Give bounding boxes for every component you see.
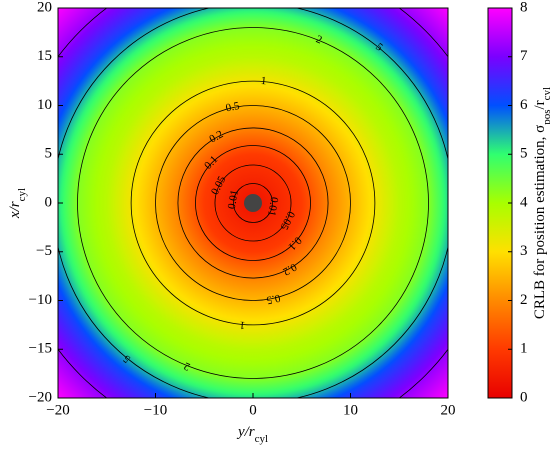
colorbar-tick-label: 3	[520, 243, 528, 259]
colorbar-tick-label: 7	[520, 48, 528, 64]
colorbar-label: CRLB for position estimation, σpos/rcyl	[532, 87, 550, 319]
colorbar-label-part: CRLB for position estimation, σ	[532, 125, 548, 319]
y-tick-label: −5	[36, 243, 52, 259]
y-tick-label: 15	[37, 48, 52, 64]
contour-label: 0.01	[265, 196, 280, 217]
center-marker	[244, 194, 262, 212]
x-tick-label: 20	[441, 402, 456, 418]
contour-label: 2	[314, 33, 324, 46]
x-axis-label-part: y/r	[236, 424, 255, 440]
colorbar-tick-label: 8	[520, 0, 528, 15]
x-axis-label-part: cyl	[255, 433, 268, 445]
colorbar-tick-label: 0	[520, 389, 528, 405]
x-tick-label: −20	[46, 402, 69, 418]
y-tick-label: 10	[37, 97, 52, 113]
y-axis-label-part: cyl	[16, 188, 28, 201]
colorbar-tick-label: 4	[520, 194, 528, 210]
colorbar-tick-label: 5	[520, 146, 528, 162]
x-tick-label: 0	[249, 402, 257, 418]
contour-line	[77, 27, 429, 379]
contour-label: 10	[447, 59, 463, 75]
contour-line	[177, 127, 329, 279]
contour-label: 2	[182, 360, 192, 373]
contour-label: 0.2	[207, 128, 225, 145]
y-tick-label: −10	[29, 292, 52, 308]
contour-line	[155, 105, 351, 301]
y-axis-label: x/rcyl	[7, 188, 27, 219]
contour-label: 1	[239, 319, 246, 331]
colorbar-label-part: /r	[532, 100, 548, 109]
y-tick-label: 20	[37, 0, 52, 15]
contour-label: 0.2	[281, 260, 299, 277]
contour-label: 0.5	[225, 100, 241, 115]
x-tick-label: −10	[144, 402, 167, 418]
colorbar-tick-label: 2	[520, 292, 528, 308]
y-axis-label-part: x/r	[7, 201, 23, 219]
colorbar-label-part: cyl	[541, 87, 550, 100]
plot-area: 0.010.010.050.050.10.10.20.20.50.5112255…	[58, 8, 463, 398]
contour-line	[214, 164, 292, 242]
y-tick-label: 5	[45, 146, 53, 162]
contour-label: 1	[260, 75, 267, 87]
colorbar-label-part: pos	[541, 110, 550, 125]
y-tick-label: −20	[29, 389, 52, 405]
contour-line	[130, 80, 376, 326]
contour-label: 0.01	[226, 189, 241, 210]
contour-line	[195, 145, 311, 261]
contour-line	[233, 183, 273, 223]
x-axis-label: y/rcyl	[236, 424, 268, 444]
colorbar-tick-label: 6	[520, 97, 528, 113]
x-tick-label: 10	[343, 402, 358, 418]
y-tick-label: −15	[29, 341, 52, 357]
y-tick-label: 0	[45, 194, 53, 210]
contour-label: 0.5	[265, 292, 281, 307]
colorbar-tick-label: 1	[520, 341, 528, 357]
